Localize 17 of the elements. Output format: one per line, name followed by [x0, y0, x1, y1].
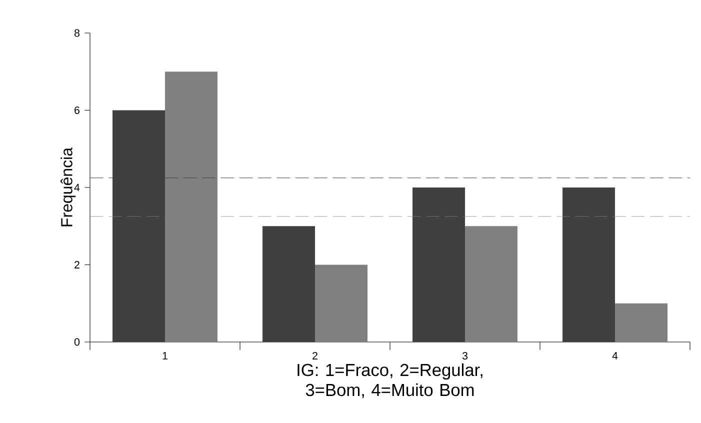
bar [262, 226, 316, 342]
y-tick-label: 8 [74, 29, 80, 37]
bar [465, 226, 518, 342]
x-tick-label: 4 [612, 352, 618, 360]
bar [614, 303, 668, 342]
bar [315, 264, 368, 342]
x-tick-label: 3 [462, 352, 468, 360]
y-tick-label: 2 [74, 261, 80, 268]
x-tick-label: 1 [162, 352, 168, 360]
y-tick-label: 6 [74, 106, 80, 114]
y-axis-title: Frequência [60, 147, 76, 226]
x-tick-label: 2 [312, 352, 318, 360]
x-axis-title: IG: 1=Fraco, 2=Regular, 3=Bom, 4=Muito Bom [298, 363, 482, 398]
bar [412, 187, 466, 342]
y-tick-label: 0 [74, 338, 80, 346]
y-tick-label: 4 [74, 184, 80, 192]
bar [562, 187, 615, 342]
